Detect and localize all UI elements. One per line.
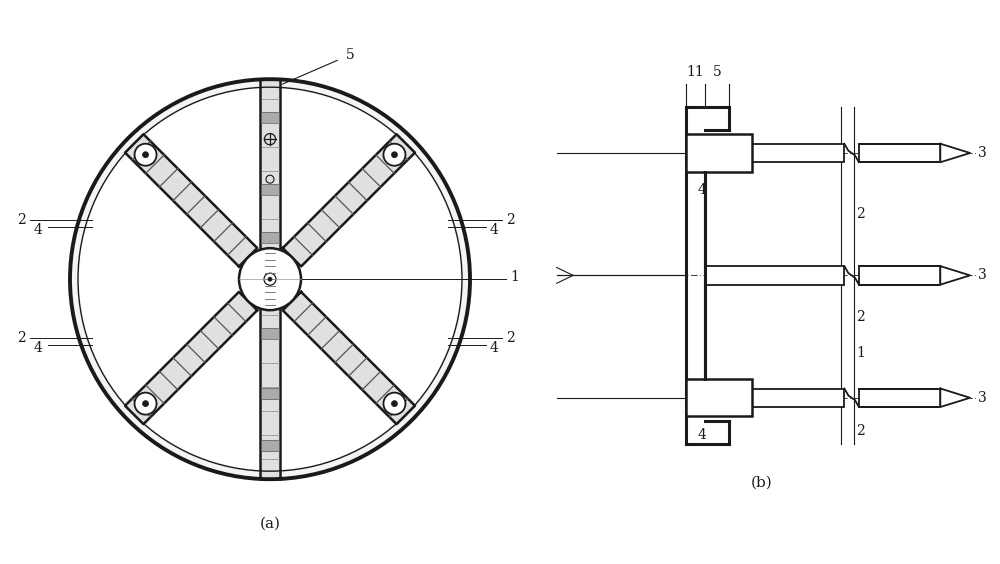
Polygon shape <box>270 158 459 400</box>
Polygon shape <box>283 134 415 266</box>
Text: 4: 4 <box>490 223 499 237</box>
Text: (a): (a) <box>260 516 280 530</box>
Text: 4: 4 <box>33 223 42 237</box>
Polygon shape <box>152 89 388 279</box>
Polygon shape <box>149 90 391 279</box>
Text: 1: 1 <box>510 270 519 284</box>
Text: 2: 2 <box>857 207 865 221</box>
Text: 2: 2 <box>506 213 515 227</box>
Polygon shape <box>149 279 391 468</box>
Polygon shape <box>125 134 257 266</box>
Circle shape <box>264 273 276 285</box>
Text: 4: 4 <box>490 341 499 355</box>
Bar <box>859 144 940 162</box>
Text: 2: 2 <box>17 213 26 227</box>
Bar <box>859 266 940 285</box>
Text: 5: 5 <box>713 65 721 79</box>
Bar <box>705 144 844 162</box>
Polygon shape <box>940 144 970 162</box>
Text: 4: 4 <box>698 183 707 197</box>
Text: (b): (b) <box>751 475 773 490</box>
Bar <box>261 388 279 399</box>
Circle shape <box>268 277 272 281</box>
Polygon shape <box>940 266 970 285</box>
Text: 3: 3 <box>978 391 987 405</box>
Bar <box>705 266 844 285</box>
Circle shape <box>70 79 470 479</box>
Bar <box>261 112 279 123</box>
Bar <box>686 134 752 171</box>
Text: 2: 2 <box>17 331 26 345</box>
Text: 5: 5 <box>346 48 354 62</box>
Bar <box>261 280 279 291</box>
Text: 1: 1 <box>856 346 865 360</box>
Bar <box>261 232 279 243</box>
Circle shape <box>391 152 397 158</box>
Bar <box>686 379 752 416</box>
Circle shape <box>143 152 149 158</box>
Polygon shape <box>283 292 415 424</box>
Polygon shape <box>81 158 270 400</box>
Bar <box>705 389 844 407</box>
Circle shape <box>239 248 301 310</box>
Circle shape <box>383 393 405 415</box>
Text: 11: 11 <box>687 65 704 79</box>
Circle shape <box>135 144 157 166</box>
Bar <box>261 440 279 451</box>
Polygon shape <box>270 161 460 398</box>
Polygon shape <box>80 161 270 398</box>
Text: 4: 4 <box>698 428 707 442</box>
Polygon shape <box>125 292 257 424</box>
Text: 2: 2 <box>857 424 865 438</box>
Circle shape <box>391 400 397 407</box>
Circle shape <box>135 393 157 415</box>
Bar <box>859 389 940 407</box>
Polygon shape <box>152 279 388 469</box>
Text: 3: 3 <box>978 268 987 283</box>
Text: 4: 4 <box>33 341 42 355</box>
Polygon shape <box>940 389 970 407</box>
Text: 3: 3 <box>978 146 987 160</box>
Circle shape <box>143 400 149 407</box>
Bar <box>261 184 279 195</box>
Circle shape <box>383 144 405 166</box>
Bar <box>261 328 279 339</box>
Text: 2: 2 <box>506 331 515 345</box>
Text: 2: 2 <box>857 310 865 324</box>
Bar <box>260 79 280 479</box>
